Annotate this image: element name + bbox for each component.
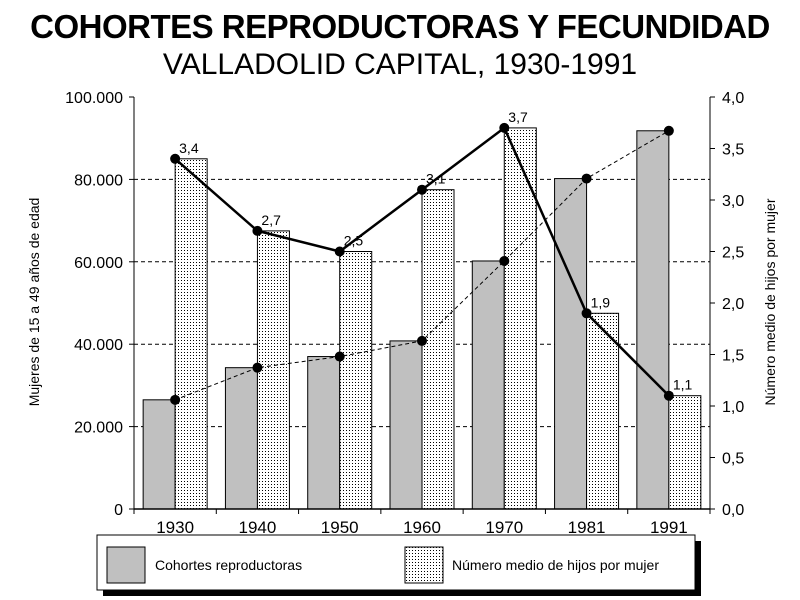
y-right-tick-label: 2,0	[722, 296, 744, 313]
legend-label-hijos: Número medio de hijos por mujer	[452, 557, 659, 573]
point-cohortes	[417, 335, 427, 346]
bar-cohortes	[554, 178, 588, 510]
data-label-hijos: 1,1	[673, 377, 693, 393]
y-left-tick-label: 20.000	[74, 420, 123, 437]
data-label-hijos: 1,9	[591, 294, 611, 310]
bar-cohortes	[224, 367, 258, 510]
bar-hijos	[174, 158, 208, 510]
point-hijos	[581, 308, 592, 319]
y-right-tick-label: 1,5	[722, 348, 744, 365]
data-label-hijos: 2,5	[344, 233, 364, 249]
x-tick-label: 1930	[156, 518, 194, 537]
legend-swatch-cohortes	[106, 546, 146, 584]
bar-cohortes	[471, 260, 505, 510]
y-left-tick-label: 0	[114, 502, 123, 519]
bar-hijos	[503, 127, 537, 510]
y-left-tick-label: 80.000	[74, 172, 123, 189]
y-left-tick-label: 40.000	[74, 337, 123, 354]
bar-cohortes	[307, 356, 341, 510]
bar-cohortes	[142, 399, 176, 510]
chart-title: COHORTES REPRODUCTORAS Y FECUNDIDAD	[30, 8, 770, 45]
y-right-tick-label: 3,5	[722, 142, 744, 159]
bar-hijos	[256, 230, 290, 510]
point-cohortes	[334, 351, 345, 362]
y-left-tick-label: 60.000	[74, 255, 123, 272]
legend-swatch-hijos	[404, 546, 444, 584]
x-tick-label: 1991	[650, 518, 688, 537]
point-hijos	[334, 246, 345, 257]
data-label-hijos: 3,1	[426, 171, 446, 187]
x-tick-label: 1940	[239, 518, 277, 537]
y-right-tick-label: 3,0	[722, 193, 744, 210]
bar-cohortes	[636, 130, 670, 510]
x-tick-label: 1981	[568, 518, 606, 537]
data-label-hijos: 2,7	[261, 212, 281, 228]
point-hijos	[499, 122, 510, 133]
point-hijos	[417, 184, 427, 195]
y-right-tick-label: 0,5	[722, 451, 744, 468]
y-right-tick-label: 1,0	[722, 399, 744, 416]
x-tick-label: 1960	[403, 518, 441, 537]
x-tick-label: 1970	[485, 518, 523, 537]
y-right-tick-label: 4,0	[722, 90, 744, 107]
point-cohortes	[499, 255, 510, 266]
point-hijos	[252, 225, 263, 236]
point-cohortes	[663, 125, 674, 136]
bar-hijos	[421, 189, 455, 510]
data-label-hijos: 3,7	[508, 109, 528, 125]
bar-hijos	[668, 395, 702, 510]
bar-hijos	[339, 251, 373, 510]
point-hijos	[663, 390, 674, 401]
bar-cohortes	[389, 340, 423, 510]
y-left-tick-label: 100.000	[65, 90, 123, 107]
legend: Cohortes reproductoras Número medio de h…	[96, 534, 701, 596]
chart-subtitle: VALLADOLID CAPITAL, 1930-1991	[162, 48, 638, 81]
legend-label-cohortes: Cohortes reproductoras	[155, 557, 302, 573]
y-right-tick-label: 2,5	[722, 245, 744, 262]
y-right-tick-label: 0,0	[722, 502, 744, 519]
data-label-hijos: 3,4	[179, 140, 199, 156]
point-cohortes	[252, 362, 263, 373]
bar-hijos	[586, 312, 620, 510]
y-axis-left-title: Mujeres de 15 a 49 años de edad	[26, 198, 42, 407]
x-tick-label: 1950	[321, 518, 359, 537]
point-cohortes	[170, 394, 181, 405]
y-axis-right-title: Número medio de hijos por mujer	[762, 198, 778, 405]
point-hijos	[170, 153, 181, 164]
point-cohortes	[581, 173, 592, 184]
